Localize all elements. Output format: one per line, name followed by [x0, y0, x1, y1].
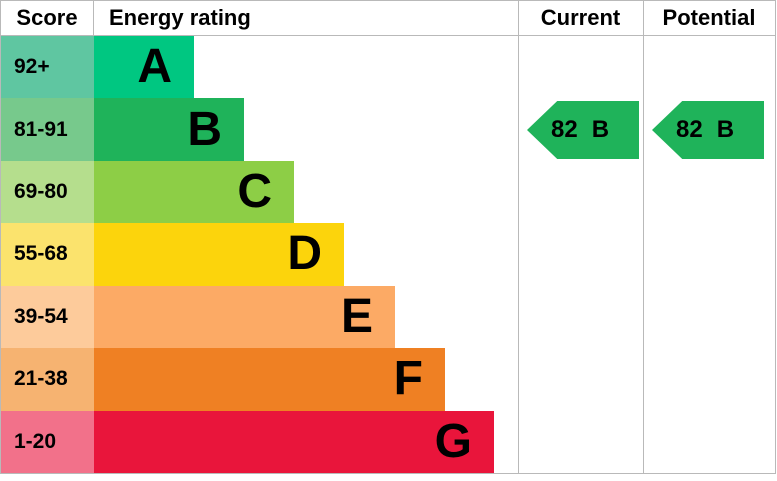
band-bar-b: B [94, 98, 244, 161]
header-energy-rating: Energy rating [109, 5, 251, 30]
current-rating-value: 82 [550, 116, 578, 143]
chart-header: Score Energy rating Current Potential [1, 1, 775, 36]
band-row-d: 55-68 D [1, 223, 775, 286]
header-score: Score [1, 1, 94, 35]
band-score-d: 55-68 [1, 223, 94, 286]
potential-rating-arrow: 82 B [652, 101, 764, 159]
current-rating-arrow: 82 B [527, 101, 639, 159]
band-row-b: 81-91 B [1, 98, 775, 161]
potential-rating-value: 82 [675, 116, 703, 143]
band-letter-e: E [340, 289, 373, 343]
band-bar-d: D [94, 223, 344, 286]
band-score-g: 1-20 [1, 410, 94, 473]
band-letter-b: B [187, 102, 222, 156]
band-row-f: 21-38 F [1, 348, 775, 411]
band-row-g: 1-20 G [1, 410, 775, 473]
band-bar-e: E [94, 285, 395, 349]
band-bar-a: A [94, 36, 194, 99]
band-letter-d: D [287, 227, 322, 281]
column-divider-potential [643, 1, 644, 473]
band-row-c: 69-80 C [1, 160, 775, 224]
band-score-f: 21-38 [1, 348, 94, 411]
band-bar-c: C [94, 160, 294, 224]
current-rating-band: B [591, 116, 610, 143]
band-row-e: 39-54 E [1, 285, 775, 349]
band-bar-f: F [94, 348, 445, 411]
band-letter-f: F [393, 352, 423, 406]
header-potential: Potential [662, 5, 756, 30]
band-score-a: 92+ [1, 36, 94, 99]
band-score-b: 81-91 [1, 98, 94, 161]
band-score-c: 69-80 [1, 160, 94, 224]
band-letter-c: C [237, 165, 272, 219]
band-bar-g: G [94, 410, 494, 473]
band-row-a: 92+ A [1, 36, 775, 99]
band-score-e: 39-54 [1, 285, 94, 349]
band-letter-g: G [434, 414, 472, 468]
band-letter-a: A [137, 40, 172, 94]
column-divider-current [518, 1, 519, 473]
header-current: Current [540, 5, 621, 30]
potential-rating-band: B [716, 116, 735, 143]
